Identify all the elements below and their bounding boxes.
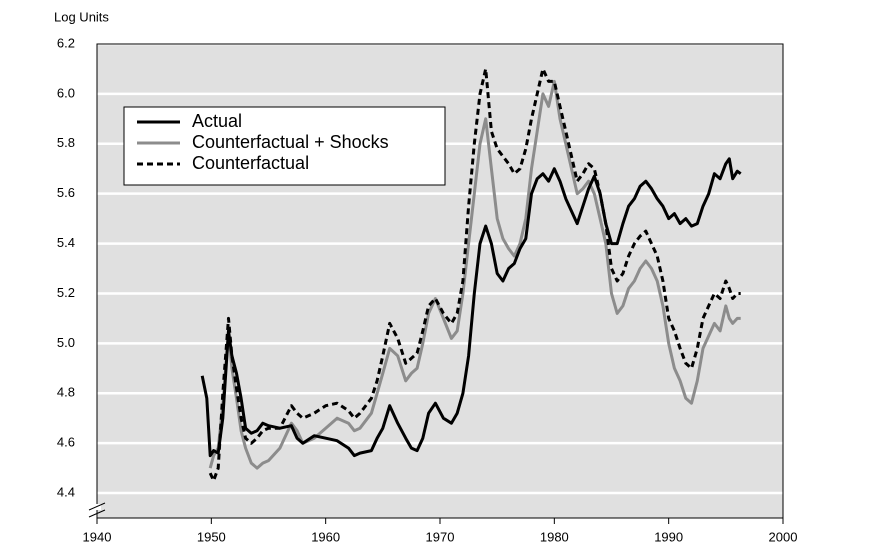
y-tick-label: 5.6: [57, 185, 75, 200]
plot-frame: [96, 43, 784, 519]
y-tick-label: 5.4: [57, 235, 75, 250]
y-tick-label: 6.2: [57, 35, 75, 50]
y-axis-label: Log Units: [54, 9, 109, 24]
y-tick-label: 5.8: [57, 135, 75, 150]
axis-break: [88, 509, 106, 518]
x-tick-label: 1960: [311, 529, 340, 544]
x-tick-label: 1990: [654, 529, 683, 544]
series-line: [208, 79, 741, 470]
y-tick-label: 6.0: [57, 85, 75, 100]
y-tick-label: 5.0: [57, 335, 75, 350]
series-line: [200, 157, 742, 458]
legend-label: Counterfactual + Shocks: [192, 132, 389, 152]
series-line: [208, 67, 741, 483]
y-tick-label: 5.2: [57, 285, 75, 300]
y-tick-label: 4.4: [57, 484, 75, 499]
x-tick-label: 1980: [540, 529, 569, 544]
y-tick-label: 4.6: [57, 435, 75, 450]
x-tick-label: 1950: [197, 529, 226, 544]
y-tick-label: 4.8: [57, 385, 75, 400]
legend-label: Counterfactual: [192, 153, 309, 173]
x-tick-label: 2000: [769, 529, 798, 544]
x-tick-label: 1940: [83, 529, 112, 544]
legend-label: Actual: [192, 111, 242, 131]
x-tick-label: 1970: [426, 529, 455, 544]
legend-box: [123, 106, 446, 186]
axis-break: [88, 502, 106, 511]
